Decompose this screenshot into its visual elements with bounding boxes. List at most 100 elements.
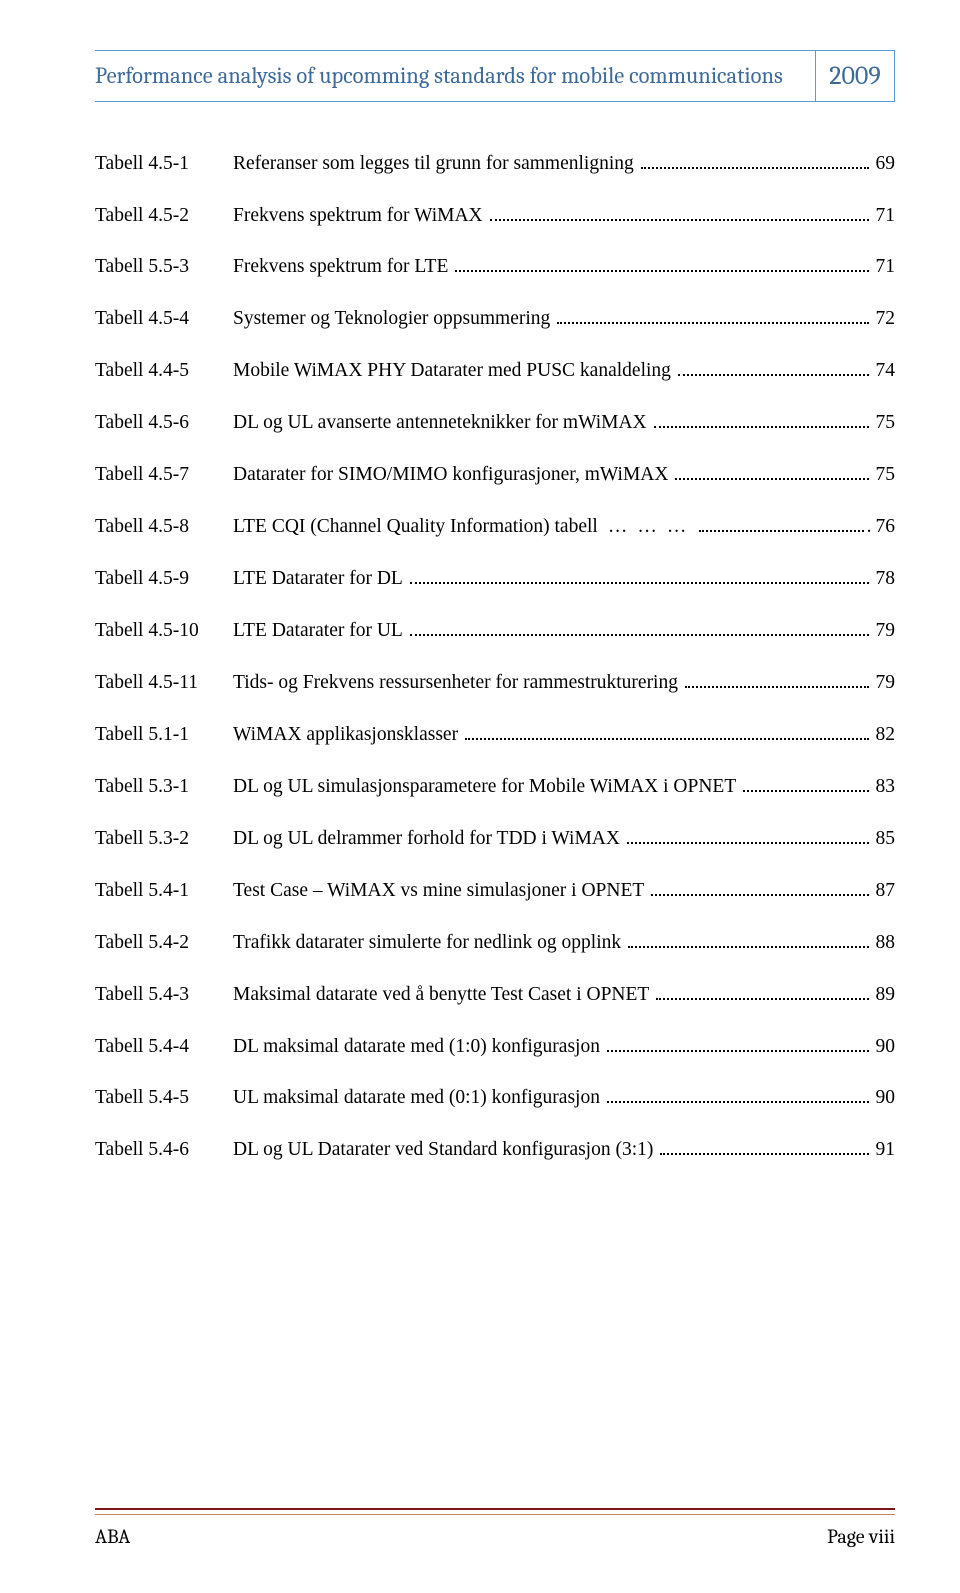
toc-entry: Tabell 4.5-6DL og UL avanserte antennete… xyxy=(95,410,895,436)
entry-description: DL og UL avanserte antenneteknikker for … xyxy=(233,411,651,435)
entry-label: Tabell 4.5-4 xyxy=(95,307,233,331)
entry-description: LTE CQI (Channel Quality Information) ta… xyxy=(233,515,602,539)
entry-description: Tids- og Frekvens ressursenheter for ram… xyxy=(233,671,682,695)
leader-dots xyxy=(656,981,868,1000)
entry-description: DL maksimal datarate med (1:0) konfigura… xyxy=(233,1035,604,1059)
leader-dots xyxy=(641,150,869,169)
entry-page-number: 72 xyxy=(872,307,896,331)
entry-page-number: 89 xyxy=(872,983,896,1007)
leader-dots xyxy=(675,462,868,481)
leader-dots xyxy=(651,877,868,896)
entry-page-number: 79 xyxy=(872,619,896,643)
header-title-cell: Performance analysis of upcomming standa… xyxy=(95,51,816,102)
toc-entry: Tabell 5.4-4DL maksimal datarate med (1:… xyxy=(95,1033,895,1059)
toc-entry: Tabell 5.4-6DL og UL Datarater ved Stand… xyxy=(95,1137,895,1163)
leader-dots xyxy=(654,410,869,429)
leader-dots xyxy=(490,202,869,221)
entry-label: Tabell 4.4-5 xyxy=(95,359,233,383)
toc-entry: Tabell 5.3-1DL og UL simulasjonsparamete… xyxy=(95,773,895,799)
entry-description: Frekvens spektrum for WiMAX xyxy=(233,204,487,228)
toc-entry: Tabell 5.1-1WiMAX applikasjonsklasser 82 xyxy=(95,721,895,747)
page-header: Performance analysis of upcomming standa… xyxy=(95,50,895,102)
entry-description: DL og UL simulasjonsparametere for Mobil… xyxy=(233,775,740,799)
document-page: Performance analysis of upcomming standa… xyxy=(0,0,960,1593)
entry-label: Tabell 5.4-6 xyxy=(95,1138,233,1162)
entry-page-number: 82 xyxy=(872,723,896,747)
entry-description: Referanser som legges til grunn for samm… xyxy=(233,152,638,176)
entry-page-number: 79 xyxy=(872,671,896,695)
leader-dots xyxy=(607,1085,869,1104)
entry-label: Tabell 4.5-8 xyxy=(95,515,233,539)
entry-page-number: 83 xyxy=(872,775,896,799)
header-table: Performance analysis of upcomming standa… xyxy=(95,50,895,102)
footer-right: Page viii xyxy=(827,1525,895,1548)
entry-description: LTE Datarater for DL xyxy=(233,567,407,591)
toc-entry: Tabell 4.5-4Systemer og Teknologier opps… xyxy=(95,306,895,332)
toc-entry: Tabell 5.5-3Frekvens spektrum for LTE 71 xyxy=(95,254,895,280)
entry-label: Tabell 4.5-2 xyxy=(95,204,233,228)
entry-description: Trafikk datarater simulerte for nedlink … xyxy=(233,931,625,955)
leader-dots xyxy=(410,566,869,585)
header-year: 2009 xyxy=(829,61,881,91)
entry-label: Tabell 4.5-7 xyxy=(95,463,233,487)
toc-entry: Tabell 4.5-10LTE Datarater for UL 79 xyxy=(95,617,895,643)
entry-description: Mobile WiMAX PHY Datarater med PUSC kana… xyxy=(233,359,675,383)
toc-entry: Tabell 4.5-1Referanser som legges til gr… xyxy=(95,150,895,176)
entry-page-number: 88 xyxy=(872,931,896,955)
toc-entry: Tabell 5.4-5UL maksimal datarate med (0:… xyxy=(95,1085,895,1111)
leader-dots xyxy=(455,254,868,273)
entry-label: Tabell 4.5-6 xyxy=(95,411,233,435)
entry-description: Maksimal datarate ved å benytte Test Cas… xyxy=(233,983,653,1007)
leader-dots xyxy=(465,721,868,740)
entry-page-number: 74 xyxy=(872,359,896,383)
entry-label: Tabell 5.5-3 xyxy=(95,255,233,279)
toc-entry: Tabell 4.5-7Datarater for SIMO/MIMO konf… xyxy=(95,462,895,488)
leader-dots xyxy=(628,929,868,948)
entry-label: Tabell 5.1-1 xyxy=(95,723,233,747)
entry-page-number: 91 xyxy=(872,1138,896,1162)
leader-dots xyxy=(627,825,869,844)
entry-label: Tabell 5.4-4 xyxy=(95,1035,233,1059)
toc-entry: Tabell 4.5-8LTE CQI (Channel Quality Inf… xyxy=(95,514,895,540)
entry-description: DL og UL Datarater ved Standard konfigur… xyxy=(233,1138,657,1162)
entry-label: Tabell 4.5-10 xyxy=(95,619,233,643)
entry-label: Tabell 5.4-2 xyxy=(95,931,233,955)
footer-left: ABA xyxy=(95,1525,130,1548)
entry-description: Datarater for SIMO/MIMO konfigurasjoner,… xyxy=(233,463,672,487)
entry-page-number: 90 xyxy=(872,1086,896,1110)
leader-dots: ……… xyxy=(602,515,697,539)
entry-page-number: 71 xyxy=(872,255,896,279)
entry-description: WiMAX applikasjonsklasser xyxy=(233,723,462,747)
entry-page-number: 75 xyxy=(872,463,896,487)
leader-dots xyxy=(743,773,868,792)
entry-label: Tabell 5.3-1 xyxy=(95,775,233,799)
entry-label: Tabell 5.3-2 xyxy=(95,827,233,851)
leader-dots xyxy=(660,1137,868,1156)
leader-dots xyxy=(678,358,869,377)
toc-entry: Tabell 5.3-2DL og UL delrammer forhold f… xyxy=(95,825,895,851)
entry-label: Tabell 5.4-3 xyxy=(95,983,233,1007)
entry-description: Frekvens spektrum for LTE xyxy=(233,255,452,279)
entry-page-number: 76 xyxy=(872,515,896,539)
toc-entry: Tabell 5.4-1Test Case – WiMAX vs mine si… xyxy=(95,877,895,903)
entry-page-number: 75 xyxy=(872,411,896,435)
entry-page-number: 78 xyxy=(872,567,896,591)
leader-dots xyxy=(607,1033,869,1052)
footer-row: ABA Page viii xyxy=(95,1525,895,1548)
entry-label: Tabell 5.4-1 xyxy=(95,879,233,903)
leader-dots xyxy=(685,669,869,688)
header-title: Performance analysis of upcomming standa… xyxy=(95,63,783,89)
leader-dots xyxy=(699,514,863,533)
toc-entry: Tabell 4.5-11Tids- og Frekvens ressursen… xyxy=(95,669,895,695)
entry-description: DL og UL delrammer forhold for TDD i WiM… xyxy=(233,827,624,851)
entry-page-number: 87 xyxy=(872,879,896,903)
toc-entry: Tabell 4.5-9LTE Datarater for DL78 xyxy=(95,566,895,592)
table-of-tables: Tabell 4.5-1Referanser som legges til gr… xyxy=(95,150,895,1163)
entry-page-number: 69 xyxy=(872,152,896,176)
entry-description: LTE Datarater for UL xyxy=(233,619,407,643)
entry-description: Systemer og Teknologier oppsummering xyxy=(233,307,554,331)
entry-label: Tabell 4.5-11 xyxy=(95,671,233,695)
entry-page-number: 85 xyxy=(872,827,896,851)
footer-rule xyxy=(95,1508,895,1515)
page-footer: ABA Page viii xyxy=(95,1508,895,1548)
